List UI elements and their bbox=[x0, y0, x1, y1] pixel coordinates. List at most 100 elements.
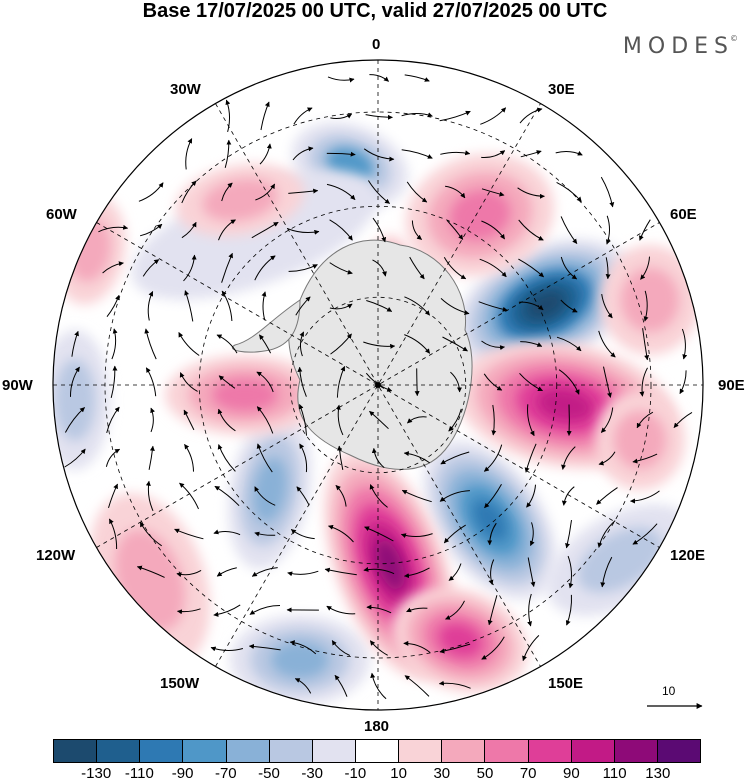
wind-arrow bbox=[642, 328, 650, 361]
latitude-circle bbox=[289, 296, 467, 474]
wind-arrow bbox=[147, 291, 154, 321]
wind-arrow bbox=[181, 180, 197, 204]
wind-arrow bbox=[330, 113, 353, 120]
wind-arrow bbox=[445, 185, 466, 199]
wind-arrow bbox=[260, 101, 270, 131]
wind-arrow bbox=[221, 290, 233, 322]
wind-arrow bbox=[404, 296, 430, 316]
wind-arrow bbox=[404, 675, 430, 697]
wind-arrow bbox=[567, 555, 574, 589]
wind-arrow bbox=[483, 373, 503, 391]
wind-arrow bbox=[98, 224, 129, 233]
anomaly-contour bbox=[375, 539, 405, 591]
colorbar-swatch bbox=[226, 740, 270, 762]
wind-arrow bbox=[218, 375, 236, 389]
wind-arrow bbox=[448, 408, 462, 432]
wind-arrow bbox=[324, 567, 357, 576]
wind-arrow bbox=[403, 451, 430, 464]
wind-arrow bbox=[519, 107, 543, 124]
wind-arrow bbox=[334, 674, 348, 697]
colorbar-swatch bbox=[54, 740, 98, 762]
wind-arrow bbox=[210, 646, 244, 652]
wind-arrow bbox=[367, 180, 391, 204]
colorbar-swatch bbox=[97, 740, 141, 762]
wind-arrow bbox=[329, 262, 353, 275]
colorbar-tick-label: -130 bbox=[81, 765, 112, 782]
wind-arrow bbox=[174, 528, 204, 540]
wind-arrow bbox=[254, 255, 276, 281]
wind-arrow bbox=[110, 365, 118, 399]
wind-arrow bbox=[292, 146, 314, 161]
wind-arrow bbox=[518, 301, 544, 311]
colorbar-swatch bbox=[485, 740, 529, 762]
wind-arrow bbox=[600, 407, 614, 433]
wind-arrow bbox=[558, 369, 580, 395]
wind-arrow bbox=[630, 490, 660, 504]
wind-arrow bbox=[561, 486, 575, 506]
wind-arrow bbox=[326, 151, 356, 157]
wind-arrow bbox=[555, 150, 583, 156]
wind-arrow bbox=[293, 107, 313, 125]
colorbar-tick-label: 110 bbox=[602, 765, 627, 782]
wind-arrow bbox=[401, 149, 433, 159]
wind-arrow bbox=[217, 408, 236, 432]
lon-label-150e: 150E bbox=[548, 675, 584, 692]
wind-arrow bbox=[404, 74, 430, 82]
wind-arrow bbox=[401, 112, 433, 118]
wind-arrow bbox=[258, 334, 272, 354]
wind-arrow bbox=[328, 524, 354, 543]
anomaly-contour bbox=[536, 388, 594, 422]
wind-arrow bbox=[136, 565, 165, 578]
wind-arrow bbox=[145, 367, 157, 397]
colorbar-tick-label: -30 bbox=[301, 765, 324, 782]
wind-arrow bbox=[108, 483, 118, 509]
lon-label-60e: 60E bbox=[670, 206, 697, 223]
wind-arrow bbox=[518, 258, 544, 278]
wind-arrow bbox=[640, 256, 650, 280]
wind-arrow bbox=[639, 367, 648, 397]
wind-arrow bbox=[254, 531, 276, 537]
wind-arrow bbox=[443, 524, 466, 544]
colorbar-swatch bbox=[399, 740, 443, 762]
wind-arrow bbox=[289, 640, 317, 655]
wind-arrow bbox=[479, 258, 507, 278]
wind-arrow bbox=[102, 261, 124, 274]
wind-arrow bbox=[288, 264, 318, 272]
antarctica-land bbox=[232, 239, 473, 470]
wind-arrow bbox=[369, 640, 388, 656]
wind-arrow bbox=[527, 557, 536, 587]
wind-arrow bbox=[111, 328, 118, 360]
anomaly-contour bbox=[613, 410, 667, 470]
anomaly-contour bbox=[212, 378, 278, 412]
wind-arrow bbox=[560, 299, 578, 313]
colorbar-tick-label: 70 bbox=[519, 765, 537, 782]
wind-arrow bbox=[519, 372, 543, 392]
anomaly-contour bbox=[472, 499, 508, 541]
lon-label-0: 0 bbox=[372, 36, 381, 53]
wind-arrow bbox=[256, 371, 274, 393]
wind-arrow bbox=[216, 567, 237, 577]
wind-arrow bbox=[440, 298, 470, 315]
colorbar-swatch bbox=[140, 740, 184, 762]
wind-arrow bbox=[487, 522, 497, 546]
wind-arrow bbox=[596, 487, 618, 505]
wind-arrow bbox=[526, 484, 536, 508]
wind-arrow bbox=[480, 107, 507, 125]
wind-arrow bbox=[565, 520, 572, 549]
wind-arrow bbox=[369, 484, 388, 508]
wind-arrow bbox=[221, 182, 233, 202]
wind-arrow bbox=[326, 605, 356, 615]
wind-arrow bbox=[256, 443, 273, 473]
wind-arrow bbox=[565, 594, 573, 626]
wind-arrow bbox=[601, 294, 613, 319]
wind-arrow bbox=[106, 294, 120, 318]
wind-scale-label: 10 bbox=[662, 684, 676, 698]
wind-arrow bbox=[261, 291, 267, 321]
wind-arrow bbox=[372, 217, 387, 243]
wind-arrow bbox=[414, 368, 420, 397]
colorbar-swatch bbox=[571, 740, 615, 762]
wind-arrow bbox=[481, 188, 505, 197]
wind-arrow bbox=[330, 333, 352, 355]
anomaly-contour bbox=[131, 170, 379, 300]
wind-arrow bbox=[639, 219, 651, 241]
